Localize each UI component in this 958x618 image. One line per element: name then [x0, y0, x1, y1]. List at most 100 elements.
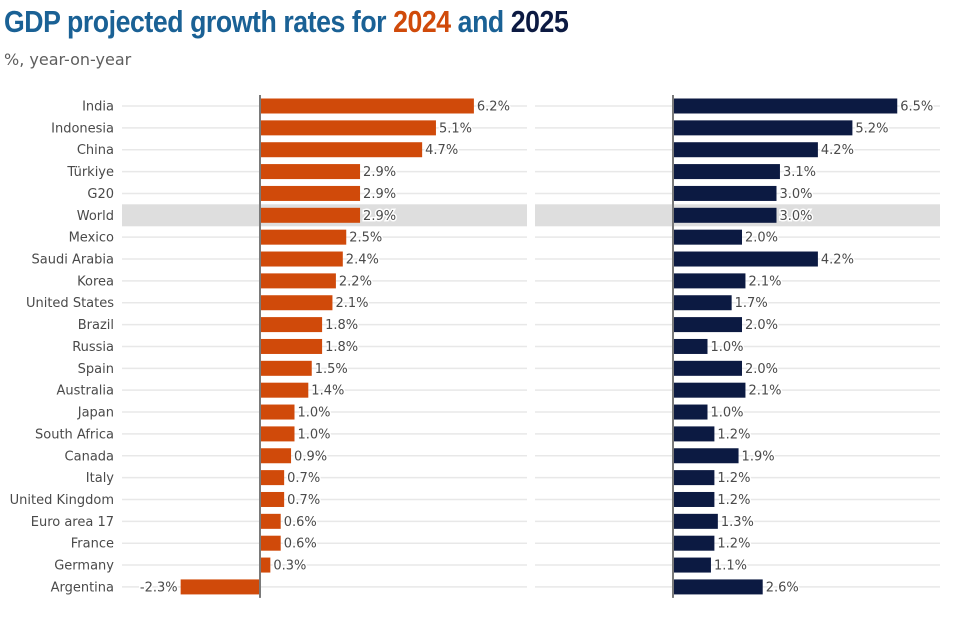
- value-label-2024-china: 4.7%: [425, 143, 458, 158]
- bar-2025-japan: [673, 404, 708, 420]
- value-label-2025-argentina: 2.6%: [766, 580, 799, 595]
- category-label-united-states: United States: [26, 296, 114, 311]
- value-label-2025-korea: 2.1%: [748, 274, 781, 289]
- bar-2024-spain: [260, 360, 312, 376]
- category-label-spain: Spain: [78, 362, 114, 377]
- bar-2025-korea: [673, 273, 746, 289]
- bar-2024-india: [260, 98, 474, 114]
- category-label-argentina: Argentina: [51, 580, 114, 595]
- category-label-korea: Korea: [77, 274, 114, 289]
- category-label-indonesia: Indonesia: [51, 121, 114, 136]
- value-label-2024-australia: 1.4%: [311, 384, 344, 399]
- value-label-2024-mexico: 2.5%: [349, 231, 382, 246]
- bar-2025-germany: [673, 557, 711, 573]
- value-label-2024-argentina: -2.3%: [140, 580, 178, 595]
- gridlines: [122, 105, 940, 588]
- bar-2024-united-kingdom: [260, 491, 285, 507]
- bar-2024-euro-area-17: [260, 513, 281, 529]
- value-label-2024-india: 6.2%: [477, 100, 510, 115]
- bar-2025-canada: [673, 448, 739, 464]
- bar-2024-australia: [260, 382, 309, 398]
- category-label-france: France: [71, 537, 114, 552]
- value-label-2024-korea: 2.2%: [339, 274, 372, 289]
- value-label-2025-china: 4.2%: [821, 143, 854, 158]
- value-label-2025-south-africa: 1.2%: [717, 427, 750, 442]
- value-label-2024-t-rkiye: 2.9%: [363, 165, 396, 180]
- highlight-layer: [122, 204, 940, 227]
- bar-2024-canada: [260, 448, 292, 464]
- bar-2024-france: [260, 535, 281, 551]
- value-label-2024-saudi-arabia: 2.4%: [346, 253, 379, 268]
- bar-2024-south-africa: [260, 426, 295, 442]
- value-label-2025-germany: 1.1%: [714, 559, 747, 574]
- bar-2025-united-states: [673, 295, 732, 311]
- value-label-2024-indonesia: 5.1%: [439, 121, 472, 136]
- category-label-india: India: [82, 100, 114, 115]
- bar-2025-india: [673, 98, 898, 114]
- bar-2025-south-africa: [673, 426, 715, 442]
- bar-2025-spain: [673, 360, 742, 376]
- value-label-2024-russia: 1.8%: [325, 340, 358, 355]
- bar-2024-italy: [260, 470, 285, 486]
- value-label-2024-germany: 0.3%: [273, 559, 306, 574]
- bar-2024-russia: [260, 338, 323, 354]
- category-label-mexico: Mexico: [69, 231, 114, 246]
- value-label-2025-spain: 2.0%: [745, 362, 778, 377]
- category-label-world: World: [77, 209, 114, 224]
- value-label-2025-world: 3.0%: [780, 209, 813, 224]
- value-label-2025-italy: 1.2%: [717, 471, 750, 486]
- bar-2024-g20: [260, 185, 361, 201]
- bar-2025-france: [673, 535, 715, 551]
- bar-2024-brazil: [260, 317, 323, 333]
- value-label-2025-indonesia: 5.2%: [855, 121, 888, 136]
- category-label-brazil: Brazil: [78, 318, 114, 333]
- category-label-euro-area-17: Euro area 17: [31, 515, 114, 530]
- value-label-2025-australia: 2.1%: [748, 384, 781, 399]
- chart-subtitle: %, year-on-year: [4, 50, 132, 69]
- value-labels: 6.2% 6.5% 5.1% 5.2% 4.7% 4.2% 2.9% 3.1% 2.9% 3.0%…: [138, 98, 934, 597]
- bar-2025-russia: [673, 338, 708, 354]
- value-label-2024-canada: 0.9%: [294, 449, 327, 464]
- category-label-g20: G20: [87, 187, 114, 202]
- category-labels: India Indonesia China Türkiye G20 World Mexico…: [10, 100, 115, 596]
- value-label-2024-south-africa: 1.0%: [298, 427, 331, 442]
- category-label-japan: Japan: [77, 406, 114, 421]
- value-label-2025-russia: 1.0%: [711, 340, 744, 355]
- bar-2025-saudi-arabia: [673, 251, 818, 267]
- value-label-2025-saudi-arabia: 4.2%: [821, 253, 854, 268]
- value-label-2025-canada: 1.9%: [742, 449, 775, 464]
- bar-2025-euro-area-17: [673, 513, 718, 529]
- zero-axes: [259, 95, 674, 598]
- bar-2025-italy: [673, 470, 715, 486]
- bar-2024-china: [260, 142, 423, 158]
- value-label-2024-spain: 1.5%: [315, 362, 348, 377]
- value-label-2025-g20: 3.0%: [780, 187, 813, 202]
- bar-2025-t-rkiye: [673, 164, 780, 180]
- value-label-2025-india: 6.5%: [900, 100, 933, 115]
- bar-2025-brazil: [673, 317, 742, 333]
- title-prefix: GDP projected growth rates for: [4, 4, 394, 39]
- value-label-2025-euro-area-17: 1.3%: [721, 515, 754, 530]
- category-label-china: China: [77, 143, 114, 158]
- chart-title: GDP projected growth rates for 2024 and …: [4, 4, 569, 40]
- category-label-russia: Russia: [72, 340, 114, 355]
- bar-2024-world: [260, 207, 361, 223]
- value-label-2024-united-kingdom: 0.7%: [287, 493, 320, 508]
- value-label-2024-brazil: 1.8%: [325, 318, 358, 333]
- category-label-australia: Australia: [56, 384, 114, 399]
- value-label-2025-japan: 1.0%: [711, 406, 744, 421]
- bar-2025-mexico: [673, 229, 742, 245]
- value-label-2025-t-rkiye: 3.1%: [783, 165, 816, 180]
- bar-2024-argentina: [180, 579, 260, 595]
- bar-2025-indonesia: [673, 120, 853, 136]
- value-label-2024-g20: 2.9%: [363, 187, 396, 202]
- value-label-2024-united-states: 2.1%: [335, 296, 368, 311]
- bar-2024-germany: [260, 557, 271, 573]
- value-label-2025-mexico: 2.0%: [745, 231, 778, 246]
- value-label-2024-france: 0.6%: [284, 537, 317, 552]
- category-label-south-africa: South Africa: [35, 427, 114, 442]
- bar-2025-china: [673, 142, 818, 158]
- bar-2024-t-rkiye: [260, 164, 361, 180]
- bar-2024-united-states: [260, 295, 333, 311]
